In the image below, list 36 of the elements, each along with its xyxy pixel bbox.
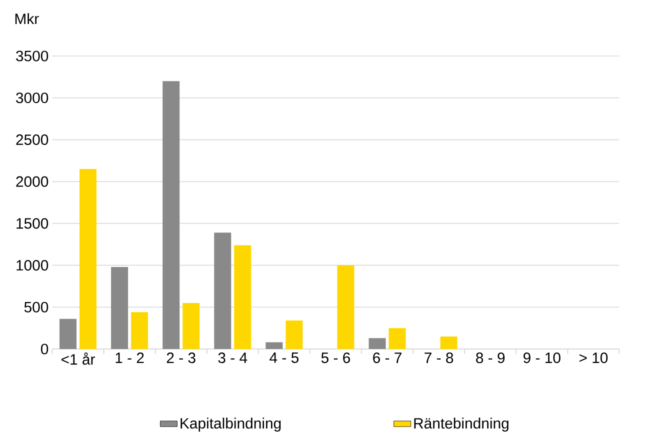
y-tick-label: 2000 — [16, 176, 48, 187]
x-tick-label: 8 - 9 — [476, 352, 505, 364]
y-tick-label: 1000 — [16, 260, 48, 271]
x-tick-label: 6 - 7 — [373, 352, 402, 364]
bar — [131, 312, 148, 349]
bar — [80, 169, 96, 349]
legend-label: Kapitalbindning — [180, 418, 281, 432]
y-tick-label: 500 — [24, 302, 48, 312]
bar — [286, 320, 303, 349]
x-tick-label: 2 - 3 — [166, 352, 196, 364]
y-tick-label: 3000 — [16, 92, 48, 104]
y-tick-label: 2500 — [16, 134, 48, 145]
bar — [111, 266, 128, 349]
x-tick-label: 7 - 8 — [424, 352, 454, 364]
x-tick-label: 1 - 2 — [116, 352, 144, 363]
y-tick-label: 0 — [40, 344, 48, 354]
bar — [182, 302, 200, 349]
legend-label: Räntebindning — [414, 418, 508, 432]
y-axis-title: Mkr — [15, 13, 39, 24]
bar — [162, 81, 180, 349]
bar — [266, 342, 283, 349]
x-tick-label: 9 - 10 — [524, 352, 560, 364]
x-tick-label: 5 - 6 — [321, 352, 350, 364]
x-tick-label: 4 - 5 — [270, 352, 298, 363]
bar — [337, 265, 354, 349]
bar — [388, 328, 406, 349]
y-tick-label: 1500 — [16, 218, 48, 229]
bar — [60, 318, 76, 349]
bar — [234, 245, 252, 349]
x-tick-label: 3 - 4 — [218, 352, 248, 364]
bar — [214, 232, 232, 349]
bar — [440, 336, 458, 349]
bar — [368, 338, 386, 349]
x-tick-label: <1 år — [61, 352, 95, 365]
x-tick-label: > 10 — [579, 352, 608, 364]
y-tick-label: 3500 — [16, 50, 48, 62]
